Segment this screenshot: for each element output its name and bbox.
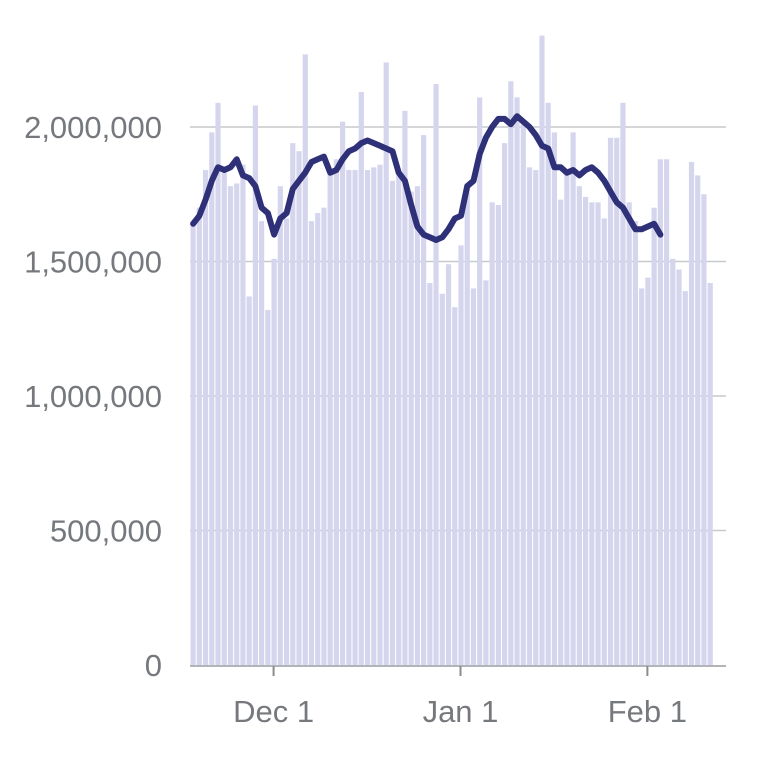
bar xyxy=(321,207,327,665)
bar xyxy=(340,121,346,666)
bar xyxy=(296,151,302,665)
x-tick-label: Feb 1 xyxy=(608,694,687,729)
bar xyxy=(389,180,396,666)
bar xyxy=(564,172,570,666)
bar xyxy=(514,97,520,665)
bar xyxy=(688,161,695,665)
bar xyxy=(589,202,595,665)
bar xyxy=(240,164,246,665)
bar xyxy=(196,207,202,665)
bar xyxy=(508,81,514,665)
x-tick-label: Dec 1 xyxy=(233,694,314,729)
bar xyxy=(408,191,414,665)
bar xyxy=(234,183,240,666)
bar xyxy=(601,218,607,665)
bar xyxy=(377,164,383,665)
bar xyxy=(190,221,196,665)
bar xyxy=(676,269,682,665)
bar xyxy=(464,183,470,666)
bar xyxy=(645,277,651,665)
bar xyxy=(582,196,589,665)
bar xyxy=(383,62,389,665)
x-tick-label: Jan 1 xyxy=(423,694,499,729)
average-line xyxy=(190,113,664,243)
bar xyxy=(283,218,290,665)
bar xyxy=(695,175,701,666)
bar xyxy=(327,172,333,666)
bar xyxy=(364,170,371,666)
bar xyxy=(445,264,452,665)
y-tick-label: 1,500,000 xyxy=(24,245,162,280)
bar xyxy=(271,258,277,665)
bar xyxy=(315,213,321,665)
bar xyxy=(489,202,495,665)
bar xyxy=(663,159,670,665)
bar xyxy=(227,186,234,665)
bar xyxy=(539,35,545,666)
bar xyxy=(651,207,657,665)
bar xyxy=(427,283,433,665)
y-tick-label: 1,000,000 xyxy=(24,379,162,414)
bar xyxy=(333,159,339,665)
bar xyxy=(358,92,364,665)
bar-series xyxy=(190,35,713,666)
bar xyxy=(632,221,639,665)
bar xyxy=(570,132,576,665)
bar xyxy=(558,199,564,665)
y-tick-label: 2,000,000 xyxy=(24,110,162,145)
bar xyxy=(265,309,271,665)
bar xyxy=(439,293,445,665)
x-axis-labels: Dec 1 Jan 1 Feb 1 xyxy=(233,694,687,729)
bar xyxy=(520,121,526,666)
y-axis-labels: 0 500,000 1,000,000 1,500,000 2,000,000 xyxy=(24,110,162,683)
bar xyxy=(576,186,582,665)
bar xyxy=(209,132,215,665)
bar xyxy=(308,221,315,665)
bar xyxy=(701,194,707,665)
bar xyxy=(402,110,408,666)
bar xyxy=(707,283,713,665)
bar xyxy=(614,137,620,665)
bar xyxy=(551,132,558,665)
bar xyxy=(595,202,601,665)
bar xyxy=(470,288,477,665)
bar xyxy=(639,288,645,665)
bar xyxy=(421,135,427,665)
bar xyxy=(215,102,221,666)
bar xyxy=(396,175,402,666)
bar xyxy=(202,170,209,666)
bar xyxy=(533,170,539,666)
bar xyxy=(452,307,458,665)
bar xyxy=(502,143,508,665)
y-tick-label: 500,000 xyxy=(50,514,162,549)
bar xyxy=(259,221,265,665)
bar xyxy=(545,102,551,666)
bar xyxy=(682,291,688,665)
line-series xyxy=(190,113,664,243)
bar xyxy=(626,202,632,665)
bar xyxy=(495,205,501,665)
bar xyxy=(526,167,533,665)
bar xyxy=(483,280,489,665)
bar xyxy=(352,170,358,666)
bar xyxy=(252,105,258,666)
bar xyxy=(290,143,296,665)
x-axis xyxy=(190,665,726,676)
bar xyxy=(607,137,614,665)
bar xyxy=(371,167,377,665)
bar xyxy=(414,186,420,665)
bar xyxy=(346,170,352,666)
bar xyxy=(277,186,283,665)
bar xyxy=(221,172,227,666)
bar xyxy=(302,54,308,666)
bar xyxy=(657,159,663,665)
bar xyxy=(433,83,439,665)
y-tick-label: 0 xyxy=(145,648,162,683)
bar xyxy=(477,97,483,665)
bar xyxy=(670,258,676,665)
bar xyxy=(620,102,626,666)
bar xyxy=(246,296,252,665)
bar xyxy=(458,245,464,666)
